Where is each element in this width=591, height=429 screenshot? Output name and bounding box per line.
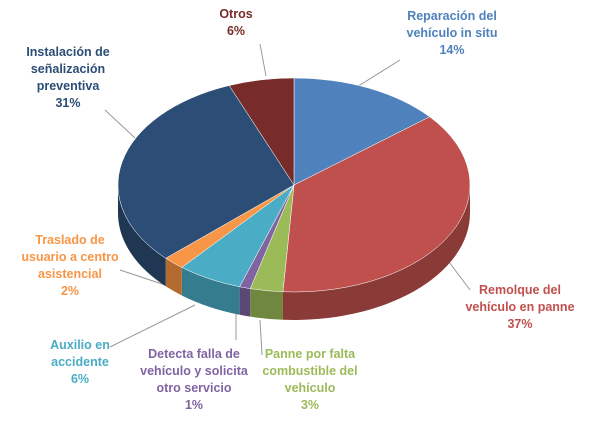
leader-line — [351, 59, 401, 91]
label-name: Instalación de señalización preventiva — [26, 45, 110, 93]
leader-line — [259, 319, 263, 356]
label-name: Detecta falla de vehículo y solicita otr… — [140, 347, 248, 395]
label-value: 1% — [184, 398, 204, 412]
label-value: 37% — [507, 317, 533, 331]
slice-side — [282, 185, 471, 320]
slice — [228, 77, 295, 186]
slice-side — [239, 286, 251, 317]
label-value: 14% — [439, 43, 465, 57]
leader-line — [259, 43, 267, 77]
data-label: Detecta falla de vehículo y solicita otr… — [139, 346, 249, 414]
data-label: Instalación de señalización preventiva 31… — [13, 44, 123, 112]
label-name: Panne por falta combustible del vehículo — [262, 347, 358, 395]
leader-line — [119, 269, 166, 286]
slice-side — [181, 267, 240, 315]
data-label: Auxilio en accidente 6% — [40, 337, 120, 388]
label-name: Traslado de usuario a centro asistencial — [21, 233, 119, 281]
leader-line — [109, 304, 196, 348]
slice — [282, 116, 471, 293]
label-name: Reparación del vehículo in situ — [406, 9, 498, 40]
slice-side — [250, 288, 283, 320]
data-label: Reparación del vehículo in situ 14% — [397, 8, 507, 59]
slice-side — [165, 258, 182, 296]
label-name: Auxilio en accidente — [50, 338, 110, 369]
label-value: 6% — [226, 24, 246, 38]
slice-side — [118, 185, 166, 287]
label-value: 31% — [55, 96, 81, 110]
data-label: Traslado de usuario a centro asistencial… — [15, 232, 125, 300]
slice — [293, 77, 431, 186]
leader-line — [104, 109, 136, 139]
label-name: Otros — [219, 7, 253, 21]
data-label: Otros 6% — [206, 6, 266, 40]
label-name: Remolque del vehículo en panne — [465, 283, 575, 314]
data-label: Panne por falta combustible del vehículo… — [255, 346, 365, 414]
slice — [117, 85, 295, 259]
label-value: 2% — [60, 284, 80, 298]
leader-lines — [104, 43, 471, 356]
label-value: 3% — [300, 398, 320, 412]
label-value: 6% — [70, 372, 90, 386]
data-label: Remolque del vehículo en panne 37% — [465, 282, 575, 333]
